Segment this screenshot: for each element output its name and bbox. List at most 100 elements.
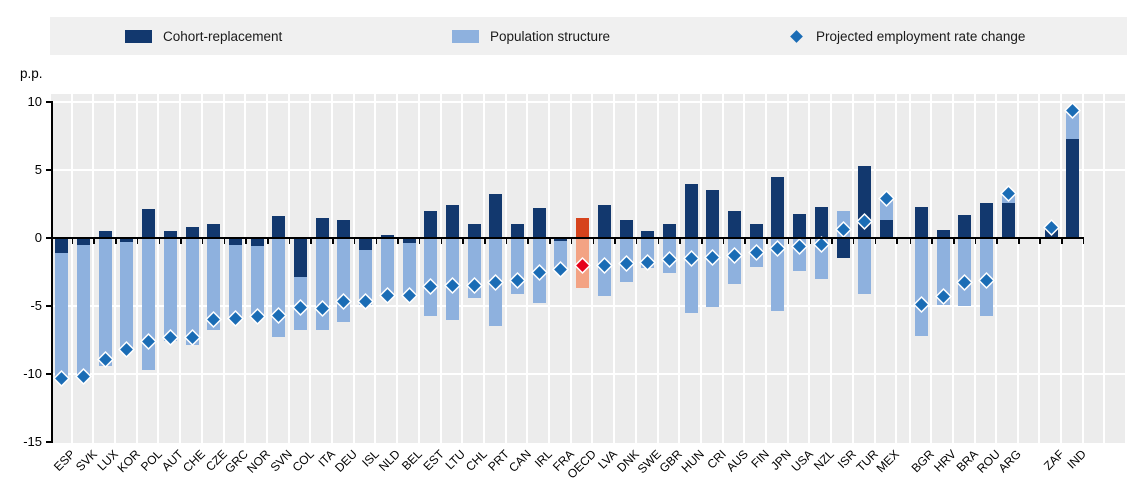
- country-label: ZAF: [1041, 447, 1068, 473]
- population-structure-bar: [879, 199, 893, 221]
- axis-tick: [484, 239, 486, 244]
- country-label: HUN: [678, 447, 708, 476]
- cohort-replacement-bar: [914, 206, 928, 238]
- country-column: [876, 94, 898, 443]
- cohort-replacement-bar: [597, 205, 611, 238]
- diamond-icon: [790, 29, 803, 43]
- population-structure-bar: [402, 243, 416, 294]
- country-label: ISR: [834, 447, 859, 472]
- cohort-replacement-bar: [958, 214, 972, 238]
- country-column: [702, 94, 724, 443]
- country-column: [911, 94, 933, 443]
- cohort-replacement-bar: [142, 209, 156, 238]
- country-column: [94, 94, 117, 443]
- cohort-replacement-bar: [467, 224, 481, 238]
- cohort-replacement-bar: [98, 231, 112, 238]
- country-label: DNK: [614, 447, 642, 475]
- axis-tick: [570, 239, 573, 244]
- population-structure-bar: [77, 244, 91, 377]
- axis-tick: [46, 169, 51, 171]
- population-structure-bar: [55, 252, 69, 379]
- country-column: [160, 94, 182, 443]
- country-column: [854, 94, 876, 443]
- cohort-replacement-bar: [728, 210, 742, 238]
- country-label: ESP: [50, 447, 78, 474]
- country-column: [789, 94, 811, 443]
- gridline: [51, 305, 1127, 307]
- axis-tick: [462, 239, 464, 244]
- country-label: AUT: [159, 447, 187, 474]
- cohort-replacement-bar: [250, 238, 264, 247]
- cohort-replacement-bar: [402, 238, 416, 244]
- country-column: [290, 94, 312, 443]
- legend-swatch: [125, 29, 152, 43]
- country-column: [181, 94, 203, 443]
- country-label: LUX: [94, 447, 122, 474]
- cohort-replacement-bar: [315, 217, 329, 238]
- country-column: [954, 94, 976, 443]
- country-column: [594, 94, 616, 443]
- population-structure-bar: [250, 246, 264, 317]
- country-column: [767, 94, 789, 443]
- y-tick-label: 5: [34, 162, 42, 177]
- population-structure-bar: [1066, 112, 1080, 139]
- axis-tick: [46, 441, 51, 443]
- country-column: [997, 94, 1020, 443]
- spacer-column: [1106, 94, 1128, 443]
- country-label: ARG: [995, 447, 1025, 476]
- axis-tick: [852, 239, 855, 244]
- population-structure-bar: [142, 238, 156, 370]
- axis-tick: [1039, 239, 1041, 244]
- cohort-replacement-bar: [424, 210, 438, 238]
- population-structure-bar: [706, 238, 720, 308]
- cohort-replacement-bar: [662, 224, 676, 238]
- population-structure-bar: [936, 238, 950, 305]
- cohort-replacement-bar: [793, 213, 807, 238]
- axis-tick: [158, 239, 160, 244]
- axis-tick: [46, 305, 51, 307]
- axis-tick: [614, 239, 616, 244]
- legend-item-label: Population structure: [490, 28, 611, 44]
- axis-tick: [809, 239, 811, 244]
- population-structure-bar: [380, 238, 394, 297]
- cohort-replacement-bar: [1001, 202, 1015, 238]
- axis-tick: [375, 239, 377, 244]
- spacer-column: [1084, 94, 1106, 443]
- axis-tick: [679, 239, 681, 244]
- legend-item-label: Cohort-replacement: [163, 28, 283, 44]
- population-structure-bar: [98, 238, 112, 366]
- cohort-replacement-bar: [294, 238, 308, 278]
- cohort-replacement-bar: [684, 183, 698, 238]
- country-label: COL: [289, 447, 317, 475]
- axis-tick: [996, 239, 998, 244]
- axis-tick: [136, 239, 139, 244]
- country-column: [1040, 94, 1063, 443]
- country-column: [932, 94, 954, 443]
- axis-tick: [974, 239, 977, 244]
- country-column: [550, 94, 572, 443]
- axis-tick: [397, 239, 399, 244]
- axis-tick: [592, 239, 594, 244]
- country-column: [225, 94, 247, 443]
- y-axis-title: p.p.: [20, 66, 43, 81]
- country-label: CAN: [505, 447, 534, 475]
- axis-tick: [1061, 239, 1063, 244]
- country-label: CHE: [180, 447, 208, 475]
- cohort-replacement-bar: [77, 238, 91, 245]
- y-tick-label: -5: [30, 298, 42, 313]
- country-column: [442, 94, 464, 443]
- cohort-replacement-bar: [836, 238, 850, 259]
- country-label: CHL: [463, 447, 491, 474]
- country-column: [637, 94, 659, 443]
- zero-axis-line: [51, 237, 1084, 239]
- legend-item: Population structure: [452, 17, 610, 55]
- country-column: [745, 94, 768, 443]
- country-column: [377, 94, 399, 443]
- country-column: [463, 94, 485, 443]
- axis-tick: [46, 101, 51, 103]
- axis-tick: [874, 239, 877, 244]
- legend-item-label: Projected employment rate change: [816, 28, 1026, 44]
- country-label: AUS: [723, 447, 751, 475]
- axis-tick: [201, 239, 204, 244]
- cohort-replacement-bar: [771, 176, 785, 238]
